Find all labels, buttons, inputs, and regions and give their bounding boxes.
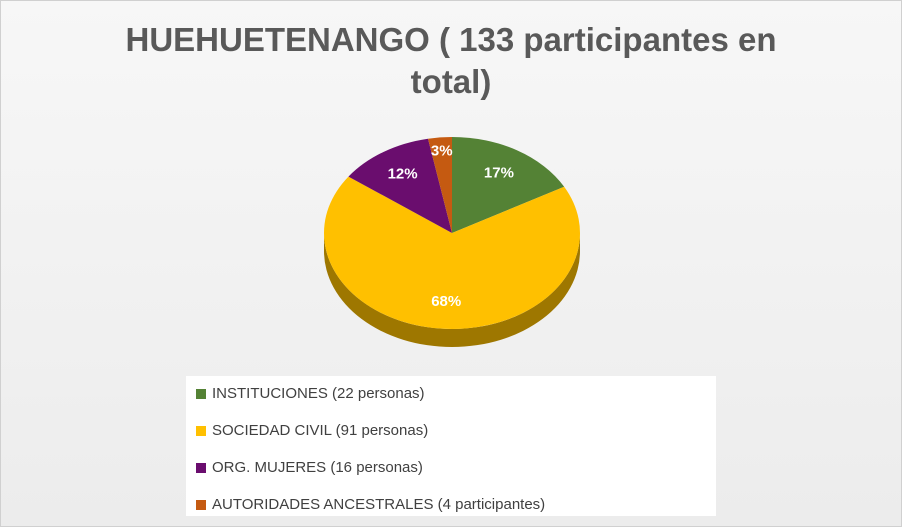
pie-slice <box>428 137 452 233</box>
legend-label: AUTORIDADES ANCESTRALES (4 participantes… <box>212 496 546 513</box>
legend-entry: ORG. MUJERES (16 personas) <box>196 459 423 476</box>
legend-swatch <box>196 425 206 436</box>
pie-slice <box>348 138 452 233</box>
legend: INSTITUCIONES (22 personas) SOCIEDAD CIVI… <box>186 376 716 516</box>
legend-swatch <box>196 388 206 399</box>
pie-slice <box>452 137 565 233</box>
legend-label: INSTITUCIONES (22 personas) <box>212 385 425 402</box>
legend-swatch <box>196 462 206 473</box>
pie-plot: 17% 68% 12% 3% <box>323 137 580 347</box>
legend-entry: AUTORIDADES ANCESTRALES (4 participantes… <box>196 496 545 513</box>
legend-entry: INSTITUCIONES (22 personas) <box>196 385 425 402</box>
data-label: 12% <box>388 166 418 183</box>
legend-label: ORG. MUJERES (16 personas) <box>212 459 423 476</box>
data-label: 3% <box>431 143 453 160</box>
pie-slice <box>323 176 580 330</box>
pie-slice-side <box>324 233 580 347</box>
data-label: 17% <box>484 164 514 181</box>
chart-title: HUEHUETENANGO ( 133 participantes en tot… <box>125 21 777 100</box>
data-label: 68% <box>431 293 461 310</box>
legend-label: SOCIEDAD CIVIL (91 personas) <box>212 422 429 439</box>
legend-swatch <box>196 499 206 510</box>
legend-entry: SOCIEDAD CIVIL (91 personas) <box>196 422 428 439</box>
